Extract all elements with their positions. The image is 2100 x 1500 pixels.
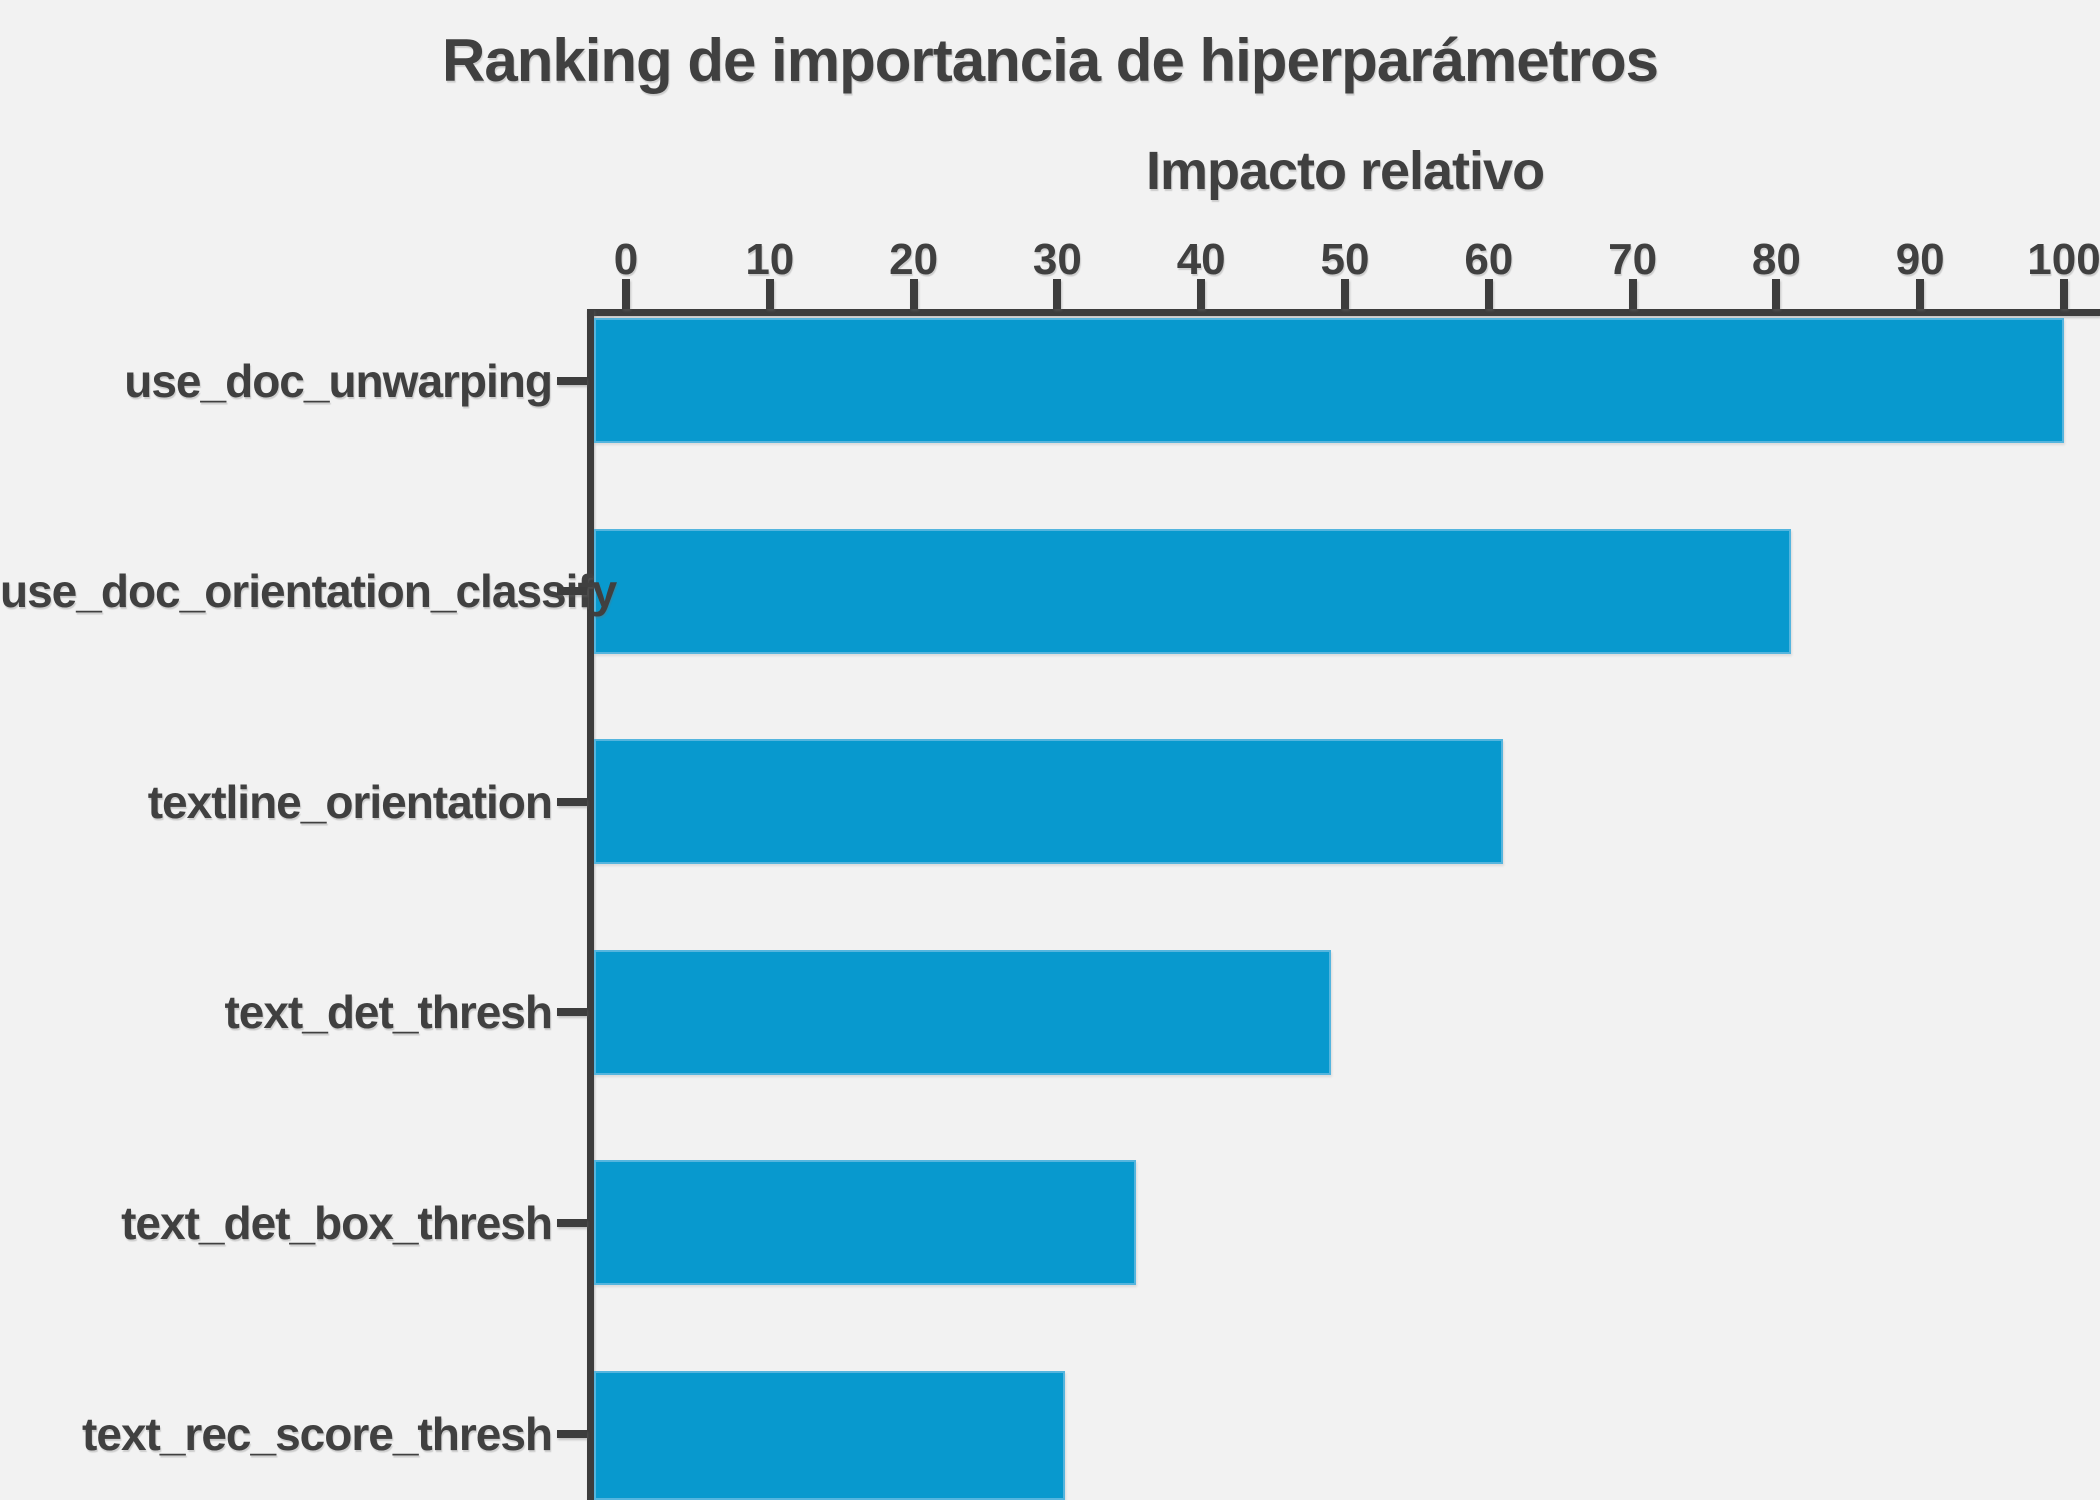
x-tick-label: 100 (2027, 235, 2100, 284)
category-label: use_doc_unwarping (124, 354, 553, 407)
y-tick-mark (557, 587, 587, 596)
x-tick-label: 50 (1320, 235, 1370, 284)
x-tick-label: 40 (1176, 235, 1226, 284)
category-label: textline_orientation (147, 775, 553, 828)
bar (594, 318, 2064, 443)
x-tick-mark (1341, 279, 1349, 309)
x-tick-label: 20 (889, 235, 939, 284)
x-tick-mark (1197, 279, 1206, 309)
x-tick-mark (1916, 279, 1925, 309)
chart-title: Ranking de importancia de hiperparámetro… (442, 27, 1659, 94)
x-tick-mark (909, 279, 918, 309)
bar (594, 1160, 1137, 1286)
y-tick-mark (557, 1008, 587, 1017)
bar (594, 1371, 1065, 1500)
y-tick-mark (557, 376, 587, 385)
x-tick-label: 0 (613, 235, 639, 284)
category-label: text_det_box_thresh (121, 1196, 553, 1249)
bar (594, 528, 1791, 654)
bar (594, 739, 1504, 865)
left-spine (587, 309, 594, 1500)
x-tick-mark (1053, 279, 1062, 309)
x-tick-mark (765, 279, 774, 309)
category-label: text_det_thresh (224, 986, 553, 1039)
x-tick-mark (2060, 279, 2068, 309)
bar (594, 949, 1331, 1075)
x-tick-mark (1484, 279, 1493, 309)
y-tick-mark (557, 797, 587, 806)
x-tick-label: 10 (745, 235, 795, 284)
x-axis-label: Impacto relativo (1145, 141, 1545, 201)
y-tick-mark (557, 1218, 587, 1227)
x-tick-label: 80 (1751, 235, 1801, 284)
x-tick-label: 90 (1895, 235, 1945, 284)
category-label: use_doc_orientation_classify (0, 565, 617, 618)
y-tick-mark (557, 1429, 587, 1438)
x-tick-mark (622, 279, 630, 309)
x-tick-mark (1772, 279, 1781, 309)
top-spine (587, 309, 2100, 316)
x-tick-label: 30 (1032, 235, 1082, 284)
x-tick-label: 70 (1608, 235, 1658, 284)
x-tick-mark (1628, 279, 1637, 309)
x-tick-label: 60 (1464, 235, 1514, 284)
category-label: text_rec_score_thresh (82, 1407, 553, 1460)
